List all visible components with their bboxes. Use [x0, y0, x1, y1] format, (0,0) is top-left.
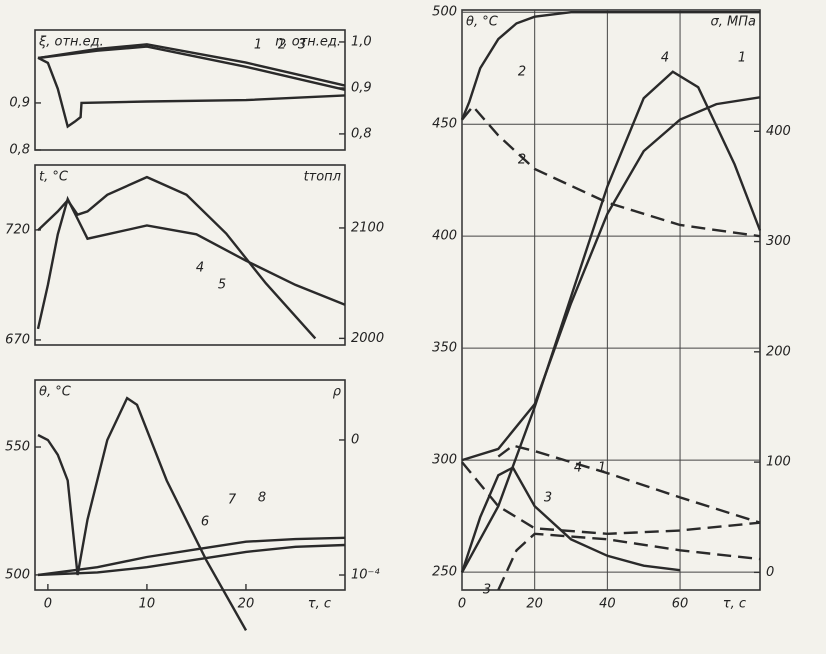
y-tick-label: 300 [432, 453, 457, 468]
x-axis-label: τ, с [308, 597, 331, 612]
x-tick-label: 20 [238, 597, 255, 612]
y2-tick-label: 2000 [351, 331, 384, 346]
series-line [37, 45, 346, 91]
series-line [497, 444, 761, 524]
series-line [460, 11, 760, 121]
y-tick-label: 0,8 [9, 143, 30, 158]
series-line [37, 543, 346, 577]
x-tick-label: 60 [672, 597, 689, 612]
y-tick-label: 350 [432, 341, 457, 356]
series-label: 7 [228, 493, 237, 508]
y-tick-label: 550 [5, 440, 30, 455]
series-label: 1 [598, 461, 606, 476]
y2-tick-label: 100 [766, 455, 791, 470]
series-label: 2 [518, 65, 526, 80]
y-tick-label: 250 [432, 565, 457, 580]
x-tick-label: 10 [139, 597, 156, 612]
series-label: 8 [258, 491, 266, 506]
series-line [461, 461, 761, 536]
y2-tick-label: 1,0 [351, 34, 372, 49]
series-label: 3 [483, 583, 491, 598]
plot-frame [34, 379, 346, 591]
series-label: 4 [661, 51, 669, 66]
series-label: 2 [278, 38, 286, 53]
x-tick-label: 0 [458, 597, 466, 612]
x-axis-label: τ, с [723, 597, 746, 612]
y-tick-label: 670 [5, 332, 30, 347]
series-line [37, 175, 317, 340]
y-tick-label: 450 [432, 117, 457, 132]
y2-axis-label: n, отн.ед. [275, 35, 341, 50]
y2-tick-label: 400 [766, 124, 791, 139]
y-axis-label: θ, °C [466, 15, 499, 30]
series-label: 2 [518, 153, 526, 168]
series-label: 1 [738, 51, 746, 66]
plot-frame [461, 9, 761, 591]
x-tick-label: 40 [599, 597, 616, 612]
y2-tick-label: 10⁻⁴ [351, 568, 380, 583]
y2-tick-label: 0 [351, 432, 359, 447]
y2-axis-label: σ, МПа [711, 15, 756, 30]
y2-axis-label: ρ [333, 385, 342, 400]
y-tick-label: 500 [5, 567, 30, 582]
x-tick-label: 20 [526, 597, 543, 612]
y2-tick-label: 0,8 [351, 126, 372, 141]
series-line [460, 70, 762, 573]
series-label: 3 [544, 491, 552, 506]
series-line [460, 465, 681, 573]
series-label: 5 [218, 278, 226, 293]
y-axis-label: t, °C [39, 170, 69, 185]
series-label: 4 [574, 461, 582, 476]
y-axis-label: ξ, отн.ед. [38, 35, 104, 50]
y2-tick-label: 2100 [351, 220, 384, 235]
y2-tick-label: 300 [766, 234, 791, 249]
x-tick-label: 0 [44, 597, 52, 612]
y-axis-label: θ, °C [39, 385, 72, 400]
y-tick-label: 400 [432, 229, 457, 244]
series-line [37, 56, 346, 129]
series-label: 4 [196, 261, 204, 276]
series-label: 6 [201, 515, 209, 530]
series-label: 3 [298, 38, 306, 53]
y-tick-label: 500 [432, 5, 457, 20]
plot-frame [34, 29, 346, 151]
y2-tick-label: 0,9 [351, 80, 372, 95]
y-tick-label: 720 [5, 222, 30, 237]
series-line [461, 96, 761, 462]
y-tick-label: 0,9 [9, 95, 30, 110]
series-line [37, 43, 346, 87]
series-line [37, 396, 248, 631]
series-line [461, 104, 761, 238]
series-line [36, 195, 346, 330]
series-label: 1 [254, 38, 262, 53]
y2-axis-label: tтопл [304, 170, 341, 185]
plot-frame [34, 164, 346, 346]
y2-tick-label: 0 [766, 565, 774, 580]
series-line [37, 536, 346, 577]
y2-tick-label: 200 [766, 344, 791, 359]
